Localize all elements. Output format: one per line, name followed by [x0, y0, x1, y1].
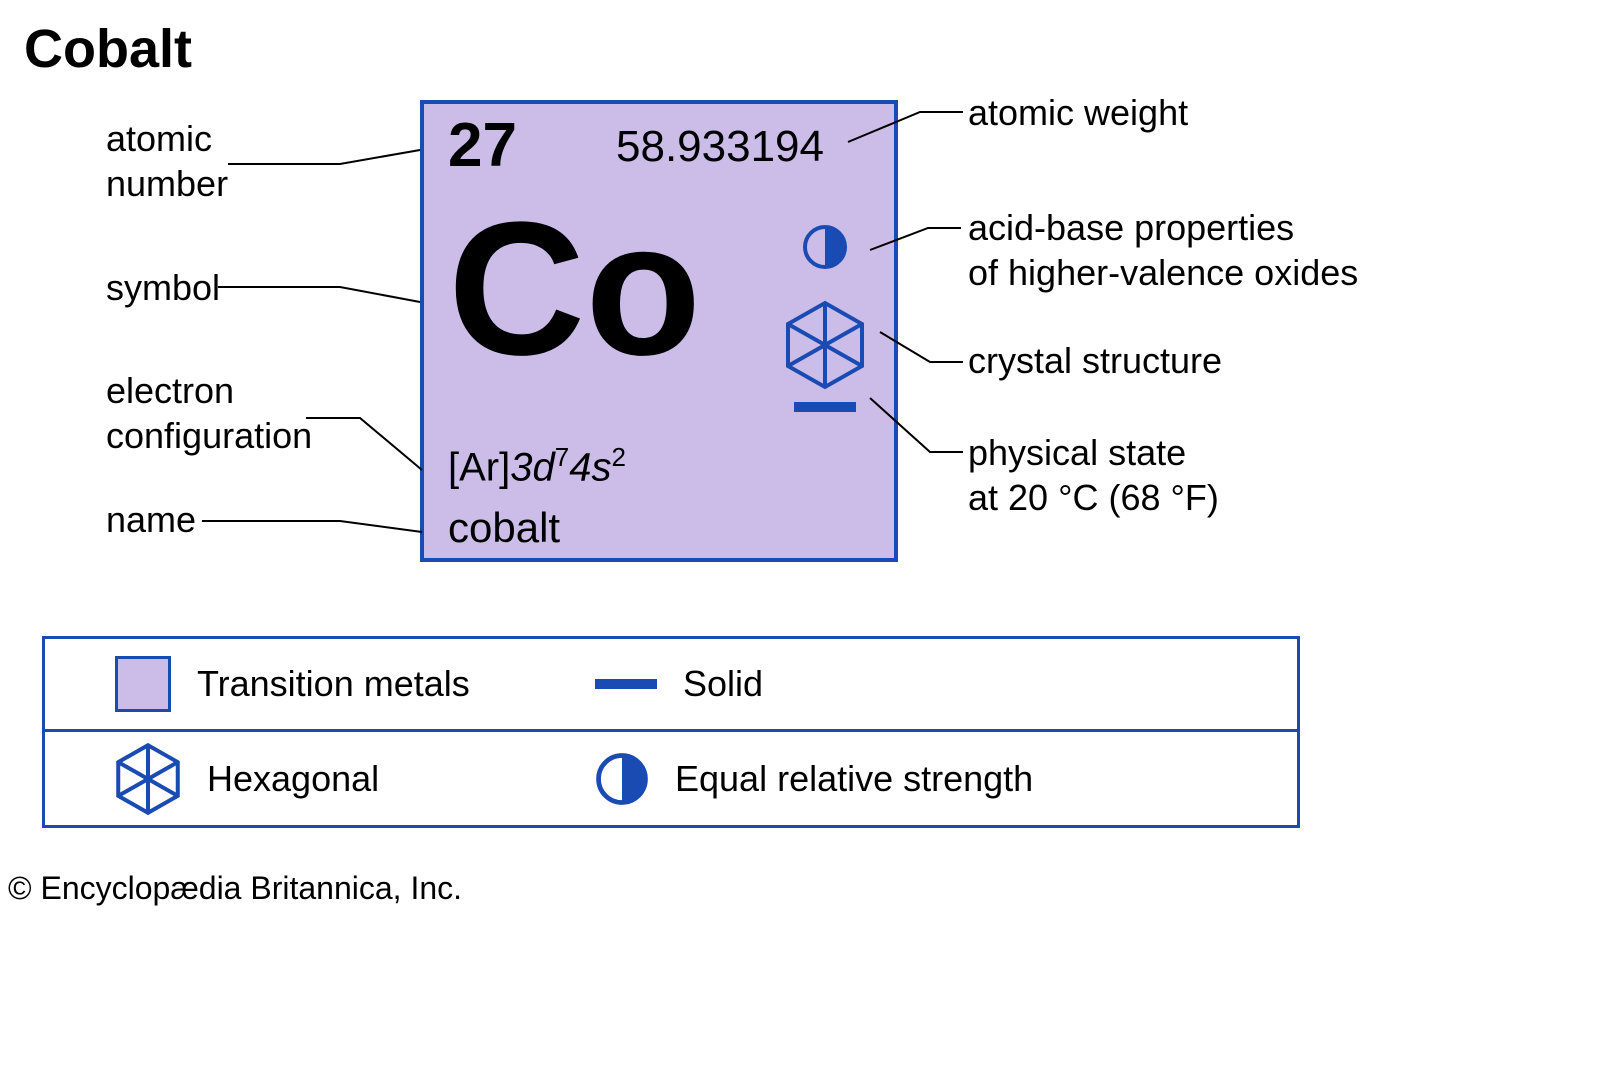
- econf-core: [Ar]: [448, 445, 510, 489]
- label-atomic-number-text: atomicnumber: [106, 118, 228, 204]
- label-atomic-weight-text: atomic weight: [968, 92, 1188, 133]
- label-crystal-structure-text: crystal structure: [968, 340, 1222, 381]
- label-physical-state-text: physical stateat 20 °C (68 °F): [968, 432, 1219, 518]
- legend-hexagonal: Hexagonal: [115, 742, 585, 816]
- solid-line-icon: [794, 402, 856, 412]
- label-electron-configuration: electronconfiguration: [106, 368, 366, 458]
- half-circle-icon: [802, 224, 848, 270]
- legend-row-1: Transition metals Solid: [42, 636, 1300, 732]
- label-symbol-text: symbol: [106, 267, 220, 308]
- legend-row-2: Hexagonal Equal relative strength: [42, 732, 1300, 828]
- element-card: 27 58.933194 Co [Ar]3d74s2 cobalt: [420, 100, 898, 562]
- econf-orb2: 4s: [569, 445, 611, 489]
- legend-hexagonal-label: Hexagonal: [207, 758, 379, 800]
- label-electron-configuration-text: electronconfiguration: [106, 370, 312, 456]
- legend-solid: Solid: [595, 663, 763, 705]
- element-symbol: Co: [448, 194, 701, 384]
- legend-transition-metals-label: Transition metals: [197, 663, 470, 705]
- label-name: name: [106, 497, 306, 542]
- hexagon-icon: [784, 299, 866, 391]
- transition-metals-swatch-icon: [115, 656, 171, 712]
- label-atomic-number: atomicnumber: [106, 116, 306, 206]
- econf-orb1: 3d: [510, 445, 555, 489]
- legend-transition-metals: Transition metals: [115, 656, 585, 712]
- label-acid-base: acid-base propertiesof higher-valence ox…: [968, 205, 1528, 295]
- solid-line-icon: [595, 679, 657, 689]
- electron-configuration: [Ar]3d74s2: [448, 442, 626, 490]
- copyright: © Encyclopædia Britannica, Inc.: [8, 870, 462, 907]
- label-atomic-weight: atomic weight: [968, 90, 1368, 135]
- diagram-canvas: Cobalt 27 58.933194 Co [Ar]3d74s2 cobalt: [0, 0, 1600, 1067]
- econf-sup1: 7: [555, 442, 569, 472]
- half-circle-icon: [595, 752, 649, 806]
- atomic-weight: 58.933194: [616, 122, 824, 172]
- label-crystal-structure: crystal structure: [968, 338, 1368, 383]
- label-physical-state: physical stateat 20 °C (68 °F): [968, 430, 1388, 520]
- hexagon-icon: [115, 742, 181, 816]
- legend-equal-strength: Equal relative strength: [595, 752, 1033, 806]
- page-title: Cobalt: [24, 18, 192, 80]
- atomic-number: 27: [448, 110, 517, 181]
- label-acid-base-text: acid-base propertiesof higher-valence ox…: [968, 207, 1358, 293]
- label-symbol: symbol: [106, 265, 306, 310]
- legend-solid-label: Solid: [683, 663, 763, 705]
- label-name-text: name: [106, 499, 196, 540]
- element-name: cobalt: [448, 504, 560, 552]
- econf-sup2: 2: [611, 442, 625, 472]
- legend-equal-strength-label: Equal relative strength: [675, 758, 1033, 800]
